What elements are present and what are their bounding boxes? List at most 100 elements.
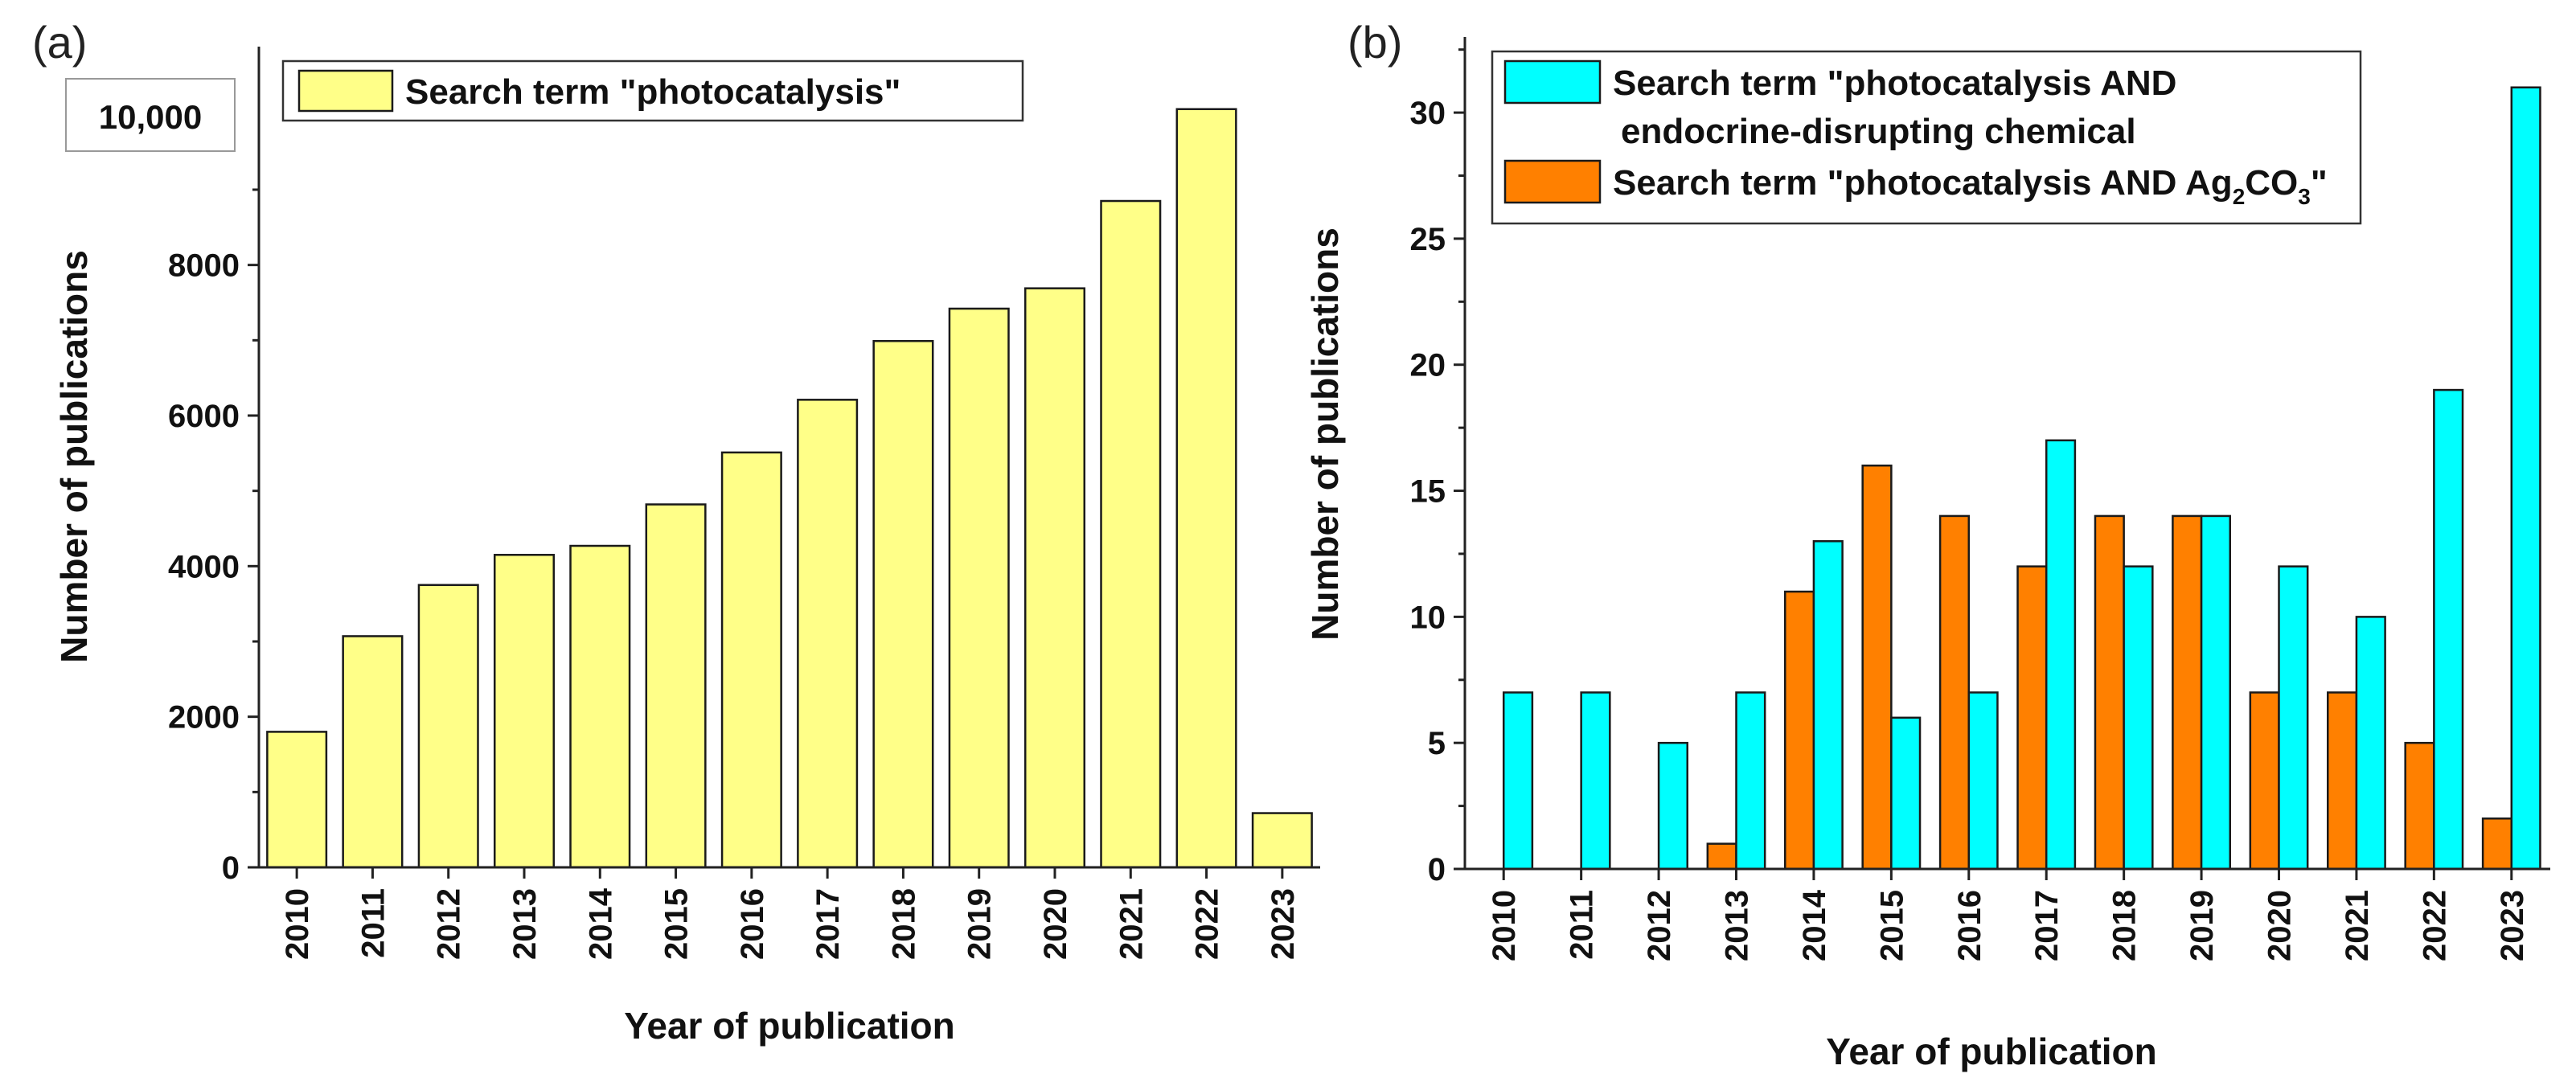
bar-b-cyan-2020: [2278, 565, 2309, 871]
bar-b-cyan-2023: [2510, 86, 2541, 871]
x-tick-label-a-2018: 2018: [886, 888, 921, 960]
x-tick-label-a-2023: 2023: [1265, 888, 1301, 960]
panel-a-legend: Search term "photocatalysis": [281, 59, 1024, 122]
legend-2-sub1: 2: [2233, 184, 2246, 209]
legend-2-suffix: ": [2311, 163, 2328, 203]
x-tick-label-b-2018: 2018: [2107, 890, 2143, 961]
x-tick-label-b-2022: 2022: [2417, 890, 2452, 961]
bar-a-2010: [266, 731, 328, 869]
y-tick-label-a-6000: 6000: [168, 399, 240, 434]
bar-b-orange-2018: [2094, 514, 2125, 871]
panel-a-x-axis-title: Year of publication: [624, 1005, 955, 1047]
panel-b-legend-swatch-orange: [1503, 159, 1602, 204]
y-tick-label-a-4000: 4000: [168, 549, 240, 584]
bar-b-orange-2015: [1861, 464, 1893, 871]
x-tick-label-a-2017: 2017: [810, 888, 846, 960]
x-tick-label-b-2020: 2020: [2262, 890, 2298, 961]
panel-a-legend-box: [281, 59, 1024, 122]
bar-b-orange-2017: [2016, 565, 2048, 871]
bar-b-cyan-2013: [1735, 691, 1766, 871]
bar-b-cyan-2011: [1580, 691, 1611, 871]
bar-b-cyan-2017: [2045, 439, 2077, 871]
legend-2-sub2: 3: [2298, 184, 2311, 209]
y-tick-label-a-0: 0: [222, 850, 240, 886]
bar-a-2013: [493, 554, 556, 869]
bar-a-2014: [569, 544, 631, 869]
x-tick-label-b-2017: 2017: [2029, 890, 2065, 961]
panel-b-y-ticks: 0 5 10 15 20 25 30: [1410, 48, 1465, 887]
bar-a-2012: [417, 584, 479, 869]
x-tick-label-b-2010: 2010: [1487, 890, 1522, 961]
panel-b-bars: [1502, 86, 2541, 871]
bar-a-2017: [797, 399, 859, 869]
bar-a-2023: [1251, 812, 1313, 869]
x-tick-label-b-2023: 2023: [2495, 890, 2530, 961]
bar-b-cyan-2021: [2355, 616, 2386, 871]
panel-a-bars: [266, 108, 1313, 869]
x-tick-label-a-2021: 2021: [1114, 888, 1149, 960]
panel-b-legend-label-2: Search term "photocatalysis AND Ag2CO3": [1613, 163, 2328, 209]
bar-a-2011: [342, 635, 404, 869]
x-tick-label-a-2010: 2010: [280, 888, 315, 960]
bar-b-orange-2014: [1784, 590, 1815, 871]
bar-b-cyan-2014: [1812, 540, 1844, 871]
y-tick-label-b-15: 15: [1410, 474, 1446, 510]
panel-a-callout-box: [65, 78, 236, 152]
panel-a-x-ticks: 2010 2011 2012 2013 2014 2015 2016 2017 2018 2019…: [280, 867, 1301, 960]
bar-a-2021: [1100, 199, 1162, 869]
bar-b-orange-2022: [2404, 741, 2435, 871]
x-tick-label-b-2016: 2016: [1952, 890, 1987, 961]
legend-2-prefix: Search term "photocatalysis AND Ag: [1613, 163, 2233, 203]
bar-a-2020: [1023, 287, 1086, 869]
x-tick-label-b-2014: 2014: [1797, 889, 1832, 961]
bar-a-2015: [645, 503, 707, 869]
y-tick-label-b-30: 30: [1410, 96, 1446, 131]
bar-b-orange-2013: [1706, 842, 1737, 871]
bar-b-orange-2020: [2249, 691, 2280, 871]
panel-b-legend-label-1-line1: Search term "photocatalysis AND: [1613, 64, 2176, 103]
panel-b-legend-box: [1491, 50, 2362, 225]
panel-a-legend-swatch: [297, 69, 394, 113]
panel-b-label: (b): [1347, 17, 1402, 68]
x-tick-label-a-2015: 2015: [659, 888, 695, 960]
y-tick-label-b-5: 5: [1428, 726, 1446, 761]
bar-b-orange-2016: [1938, 514, 1971, 871]
x-tick-label-a-2022: 2022: [1190, 888, 1225, 960]
panel-a-y-ticks: 0 2000 4000 6000 8000: [168, 188, 259, 886]
x-tick-label-a-2016: 2016: [735, 888, 770, 960]
panel-b-legend-swatch-cyan: [1503, 59, 1602, 104]
bar-b-cyan-2010: [1502, 691, 1534, 871]
panel-b-x-ticks: 2010 2011 2012 2013 2014 2015 2016 2017 2018 2019…: [1487, 869, 2530, 961]
x-tick-label-b-2015: 2015: [1874, 890, 1909, 961]
panel-b-y-axis-title: Number of publications: [1304, 227, 1346, 641]
y-tick-label-a-2000: 2000: [168, 700, 240, 736]
bar-b-cyan-2019: [2200, 514, 2232, 871]
bar-a-2022: [1175, 108, 1237, 869]
bar-b-cyan-2018: [2123, 565, 2154, 871]
bar-b-cyan-2016: [1967, 691, 1999, 871]
bar-b-orange-2023: [2481, 818, 2513, 871]
x-tick-label-a-2019: 2019: [962, 888, 998, 960]
y-tick-label-b-20: 20: [1410, 348, 1446, 383]
bar-a-2016: [720, 451, 782, 869]
x-tick-label-a-2014: 2014: [583, 887, 618, 960]
x-tick-label-a-2020: 2020: [1038, 888, 1073, 960]
y-tick-label-b-25: 25: [1410, 222, 1446, 257]
x-tick-label-b-2021: 2021: [2340, 890, 2375, 961]
panel-a-legend-label: Search term "photocatalysis": [405, 72, 900, 112]
x-tick-label-a-2011: 2011: [355, 888, 391, 958]
bar-b-orange-2019: [2172, 514, 2203, 871]
panel-b-x-axis-title: Year of publication: [1826, 1031, 2157, 1072]
panel-a-label: (a): [32, 17, 87, 68]
bar-b-cyan-2022: [2433, 388, 2464, 871]
x-tick-label-b-2012: 2012: [1642, 890, 1677, 961]
panel-b-legend-label-1-line2: endocrine-disrupting chemical: [1621, 112, 2136, 151]
x-tick-label-a-2012: 2012: [432, 888, 467, 960]
x-tick-label-a-2013: 2013: [507, 888, 543, 960]
bar-b-orange-2021: [2327, 691, 2358, 871]
bar-a-2019: [948, 307, 1010, 869]
bar-a-2018: [872, 339, 934, 869]
